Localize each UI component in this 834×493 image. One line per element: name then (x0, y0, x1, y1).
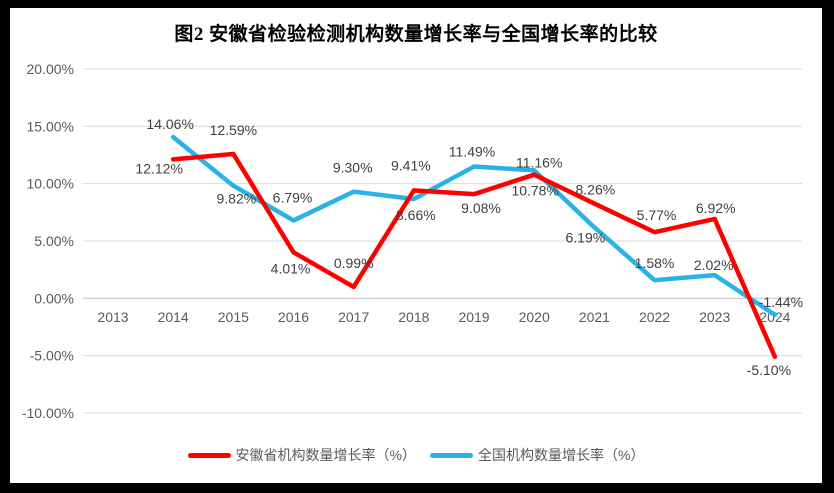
data-label-series0: -5.10% (747, 362, 791, 378)
legend-label-national: 全国机构数量增长率（%） (478, 447, 645, 463)
series-line-0 (170, 151, 778, 360)
legend-line-red-icon (187, 452, 231, 458)
data-label-series1: 6.19% (566, 229, 606, 245)
data-label-series1: 6.79% (273, 189, 313, 205)
x-tick-label: 2015 (218, 309, 249, 325)
x-tick-label: 2020 (519, 309, 550, 325)
series-line-1 (170, 134, 778, 318)
y-tick-label: 10.00% (27, 176, 74, 192)
y-tick-label: -10.00% (22, 405, 74, 421)
x-tick-label: 2018 (398, 309, 429, 325)
legend-label-anhui: 安徽省机构数量增长率（%） (235, 447, 416, 463)
x-tick-label: 2022 (639, 309, 670, 325)
chart-title: 图2 安徽省检验检测机构数量增长率与全国增长率的比较 (174, 24, 658, 45)
legend-item-national: 全国机构数量增长率（%） (430, 445, 644, 465)
data-label-series0: 5.77% (637, 207, 677, 223)
y-tick-label: 20.00% (27, 61, 74, 77)
x-tick-label: 2019 (458, 309, 489, 325)
data-label-series1: -1.44% (759, 294, 803, 310)
data-label-series1: 8.66% (396, 207, 436, 223)
data-label-series0: 8.26% (576, 182, 616, 198)
x-tick-label: 2023 (699, 309, 730, 325)
y-tick-label: -5.00% (30, 348, 74, 364)
data-label-series0: 0.99% (334, 255, 374, 271)
data-label-series1: 11.16% (516, 154, 562, 170)
data-label-series1: 14.06% (146, 116, 193, 132)
plot-area: 20.00% 15.00% 10.00% 5.00% 0.00% -5.00% -10.00… (22, 61, 803, 421)
data-label-series0: 10.78% (511, 183, 558, 199)
data-label-series0: 4.01% (271, 260, 311, 276)
x-tick-label: 2014 (158, 309, 189, 325)
data-label-series0: 9.08% (461, 200, 501, 216)
y-tick-label: 15.00% (27, 118, 74, 134)
chart-panel: 图2 安徽省检验检测机构数量增长率与全国增长率的比较 20.00% 15.00% 1… (10, 8, 822, 483)
data-label-series1: 9.30% (333, 160, 373, 176)
data-label-series1: 2.02% (694, 257, 734, 273)
data-label-series0: 6.92% (696, 200, 736, 216)
legend-line-blue-icon (430, 452, 473, 458)
y-tick-label: 0.00% (34, 290, 74, 306)
legend-item-anhui: 安徽省机构数量增长率（%） (187, 445, 416, 465)
data-label-series1: 11.49% (449, 144, 495, 160)
data-label-series0: 12.59% (210, 122, 257, 138)
data-label-series0: 12.12% (135, 160, 182, 176)
x-tick-label: 2016 (278, 309, 309, 325)
x-tick-label: 2013 (97, 309, 128, 325)
legend: 安徽省机构数量增长率（%） 全国机构数量增长率（%） (10, 445, 822, 465)
y-tick-label: 5.00% (34, 233, 74, 249)
data-label-series1: 1.58% (635, 255, 675, 271)
x-tick-label: 2017 (338, 309, 369, 325)
data-label-series1: 9.82% (216, 191, 256, 207)
data-label-series0: 9.41% (391, 157, 431, 173)
x-tick-label: 2021 (579, 309, 610, 325)
